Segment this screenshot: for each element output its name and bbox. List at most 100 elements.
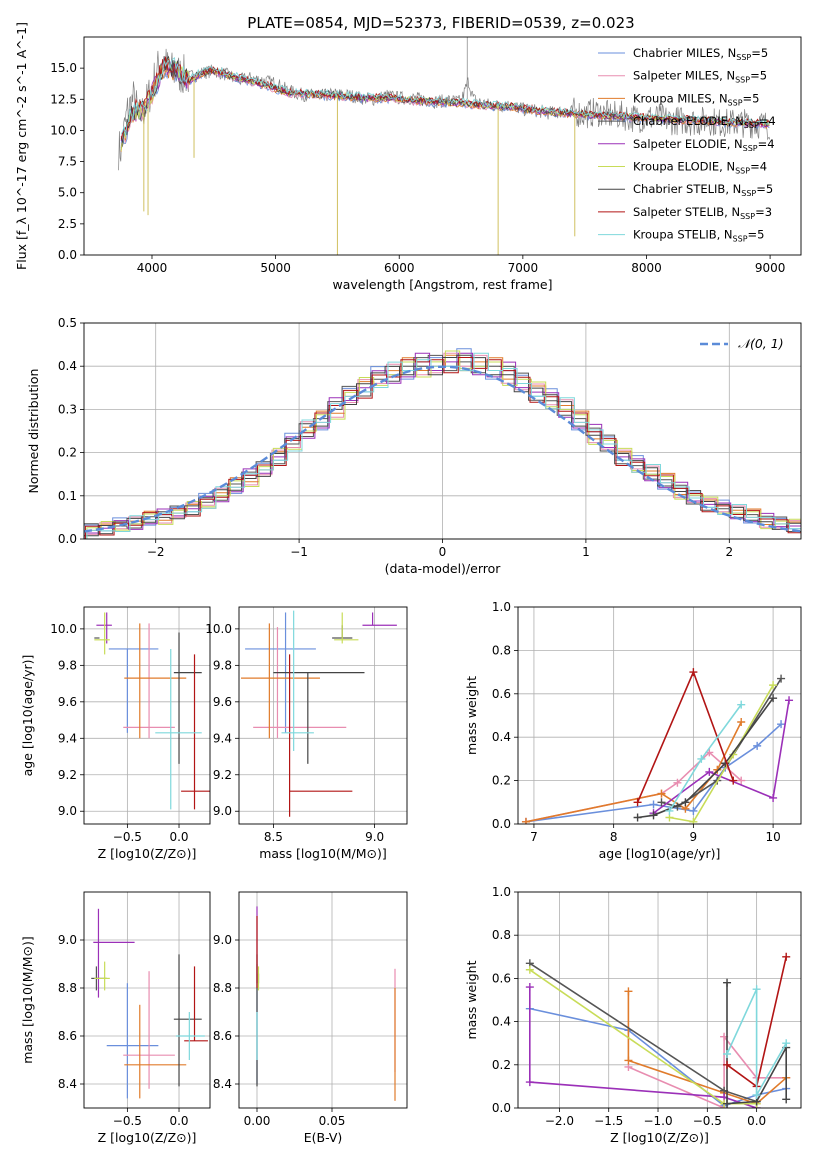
model-line-chabrier-stelib xyxy=(120,55,770,143)
x-tick-label: 0.0 xyxy=(169,1114,188,1128)
x-tick-label: 4000 xyxy=(137,261,168,275)
normal-curve xyxy=(84,365,801,533)
x-tick-label: −2.0 xyxy=(545,1114,574,1128)
x-tick-label: 1 xyxy=(582,545,590,559)
x-axis-label: age [log10(age/yr)] xyxy=(599,846,721,861)
point-marker-kroupa-stelib xyxy=(697,754,706,763)
plot-content xyxy=(521,668,794,824)
figure-title: PLATE=0854, MJD=52373, FIBERID=0539, z=0… xyxy=(247,14,634,32)
tick-marks: −0.5 0.0 9.0 9.2 9.4 9.6 9.8 10.0 xyxy=(50,622,188,844)
y-tick-label: 0.4 xyxy=(492,730,511,744)
axes-frame xyxy=(238,606,408,825)
y-tick-label: 0.3 xyxy=(58,402,77,416)
gridlines xyxy=(239,607,407,824)
y-tick-label: 0.2 xyxy=(492,774,511,788)
x-tick-label: 0 xyxy=(439,545,447,559)
y-tick-label: 9.2 xyxy=(213,768,232,782)
series-line-chabrier-elodie xyxy=(661,678,782,808)
x-tick-label: 10 xyxy=(765,830,780,844)
y-axis-label: Normed distribution xyxy=(26,369,41,494)
point-marker-chabrier-stelib xyxy=(723,1099,732,1108)
tick-marks: −0.5 0.0 8.4 8.6 8.8 9.0 xyxy=(58,933,189,1128)
y-axis-label: mass [log10(M/M⊙)] xyxy=(20,936,35,1064)
legend-label: Salpeter MILES, NSSP=5 xyxy=(633,69,767,85)
point-marker-chabrier-stelib xyxy=(681,798,690,807)
point-marker-kroupa-miles xyxy=(737,718,746,727)
y-tick-label: 9.8 xyxy=(58,658,77,672)
legend-label: Kroupa MILES, NSSP=5 xyxy=(633,91,759,107)
y-axis-label: mass weight xyxy=(464,960,479,1039)
axes-frame xyxy=(83,36,802,256)
y-tick-label: 0.2 xyxy=(58,446,77,460)
panel-weight-vs-age: 7 8 9 10 0.0 0.2 0.4 0.6 0.8 1.0 age [log10(age/yr… xyxy=(464,600,802,861)
gridlines xyxy=(239,892,407,1108)
point-marker-chabrier-stelib xyxy=(782,1095,791,1104)
y-tick-label: 0.6 xyxy=(492,971,511,985)
series-line-kroupa-elodie xyxy=(669,684,774,823)
x-tick-label: 0.00 xyxy=(244,1114,271,1128)
point-marker-salpeter-elodie xyxy=(769,793,778,802)
x-tick-label: −1.5 xyxy=(594,1114,623,1128)
point-marker-chabrier-miles xyxy=(689,806,698,815)
y-tick-label: 0.8 xyxy=(492,643,511,657)
point-marker-kroupa-stelib xyxy=(782,1039,791,1048)
point-marker-salpeter-stelib xyxy=(723,1060,732,1069)
histogram-salpeter-miles xyxy=(84,352,801,539)
y-tick-label: 0.1 xyxy=(58,489,77,503)
series-line-chabrier-stelib xyxy=(637,697,774,819)
x-axis-label: Z [log10(Z/Z⊙)] xyxy=(610,1130,709,1145)
panel-mass-vs-EBV: 0.00 0.05 8.4 8.6 8.8 9.0 E(B-V) xyxy=(213,891,408,1145)
point-marker-chabrier-miles xyxy=(649,800,658,809)
tick-marks: 7 8 9 10 0.0 0.2 0.4 0.6 0.8 1.0 xyxy=(492,600,781,844)
legend-label: 𝒩(0, 1) xyxy=(738,336,784,351)
legend: 𝒩(0, 1) xyxy=(700,336,784,351)
y-tick-label: 8.6 xyxy=(58,1029,77,1043)
legend-label: Chabrier MILES, NSSP=5 xyxy=(633,46,768,62)
point-marker-salpeter-stelib xyxy=(633,798,642,807)
x-tick-label: 8000 xyxy=(631,261,662,275)
legend-label: Chabrier ELODIE, NSSP=4 xyxy=(633,114,776,130)
plot-content xyxy=(94,612,210,810)
y-tick-label: 1.0 xyxy=(492,885,511,899)
point-marker-chabrier-stelib xyxy=(723,978,732,987)
point-marker-chabrier-stelib xyxy=(769,694,778,703)
y-tick-label: 5.0 xyxy=(58,186,77,200)
point-marker-kroupa-elodie xyxy=(689,817,698,824)
point-marker-salpeter-miles xyxy=(673,778,682,787)
point-marker-salpeter-stelib xyxy=(782,952,791,961)
legend: Chabrier MILES, NSSP=5 Salpeter MILES, NS… xyxy=(598,46,776,244)
y-tick-label: 8.4 xyxy=(213,1077,232,1091)
x-tick-label: 0.0 xyxy=(747,1114,766,1128)
point-marker-kroupa-miles xyxy=(657,789,666,798)
axes-frame xyxy=(517,891,802,1109)
x-tick-label: −1.0 xyxy=(643,1114,672,1128)
x-axis-label: mass [log10(M/M⊙)] xyxy=(259,846,387,861)
data-spectrum-line xyxy=(118,48,771,171)
histogram-kroupa-stelib xyxy=(86,352,801,539)
plot-content xyxy=(525,952,791,1108)
y-tick-label: 0.0 xyxy=(492,1101,511,1115)
x-tick-label: −1 xyxy=(290,545,308,559)
point-marker-kroupa-miles xyxy=(624,1056,633,1065)
legend-label: Salpeter STELIB, NSSP=3 xyxy=(633,205,772,221)
x-tick-label: 8.5 xyxy=(264,830,283,844)
y-axis-label: age [log10(age/yr)] xyxy=(20,655,35,777)
x-tick-label: 7000 xyxy=(508,261,539,275)
plot-content xyxy=(241,610,397,817)
legend-label: Salpeter ELODIE, NSSP=4 xyxy=(633,137,775,153)
y-tick-label: 8.4 xyxy=(58,1077,77,1091)
legend-label: Chabrier STELIB, NSSP=5 xyxy=(633,182,773,198)
y-tick-label: 12.5 xyxy=(50,92,77,106)
series-line-salpeter-miles xyxy=(525,751,742,823)
axes-frame xyxy=(83,322,802,540)
plot-content xyxy=(91,908,208,1099)
x-tick-label: 9000 xyxy=(755,261,786,275)
series-line-chabrier-elodie xyxy=(529,962,757,1103)
point-marker-salpeter-elodie xyxy=(525,1078,534,1087)
series-line-kroupa-stelib xyxy=(726,988,787,1099)
y-tick-label: 10.0 xyxy=(50,622,77,636)
point-marker-kroupa-miles xyxy=(521,817,530,824)
x-axis-label: Z [log10(Z/Z⊙)] xyxy=(98,846,197,861)
tick-marks: −2.0 −1.5 −1.0 −0.5 0.0 0.0 0.2 0.4 0.6 0.8 1.0 xyxy=(492,885,766,1128)
